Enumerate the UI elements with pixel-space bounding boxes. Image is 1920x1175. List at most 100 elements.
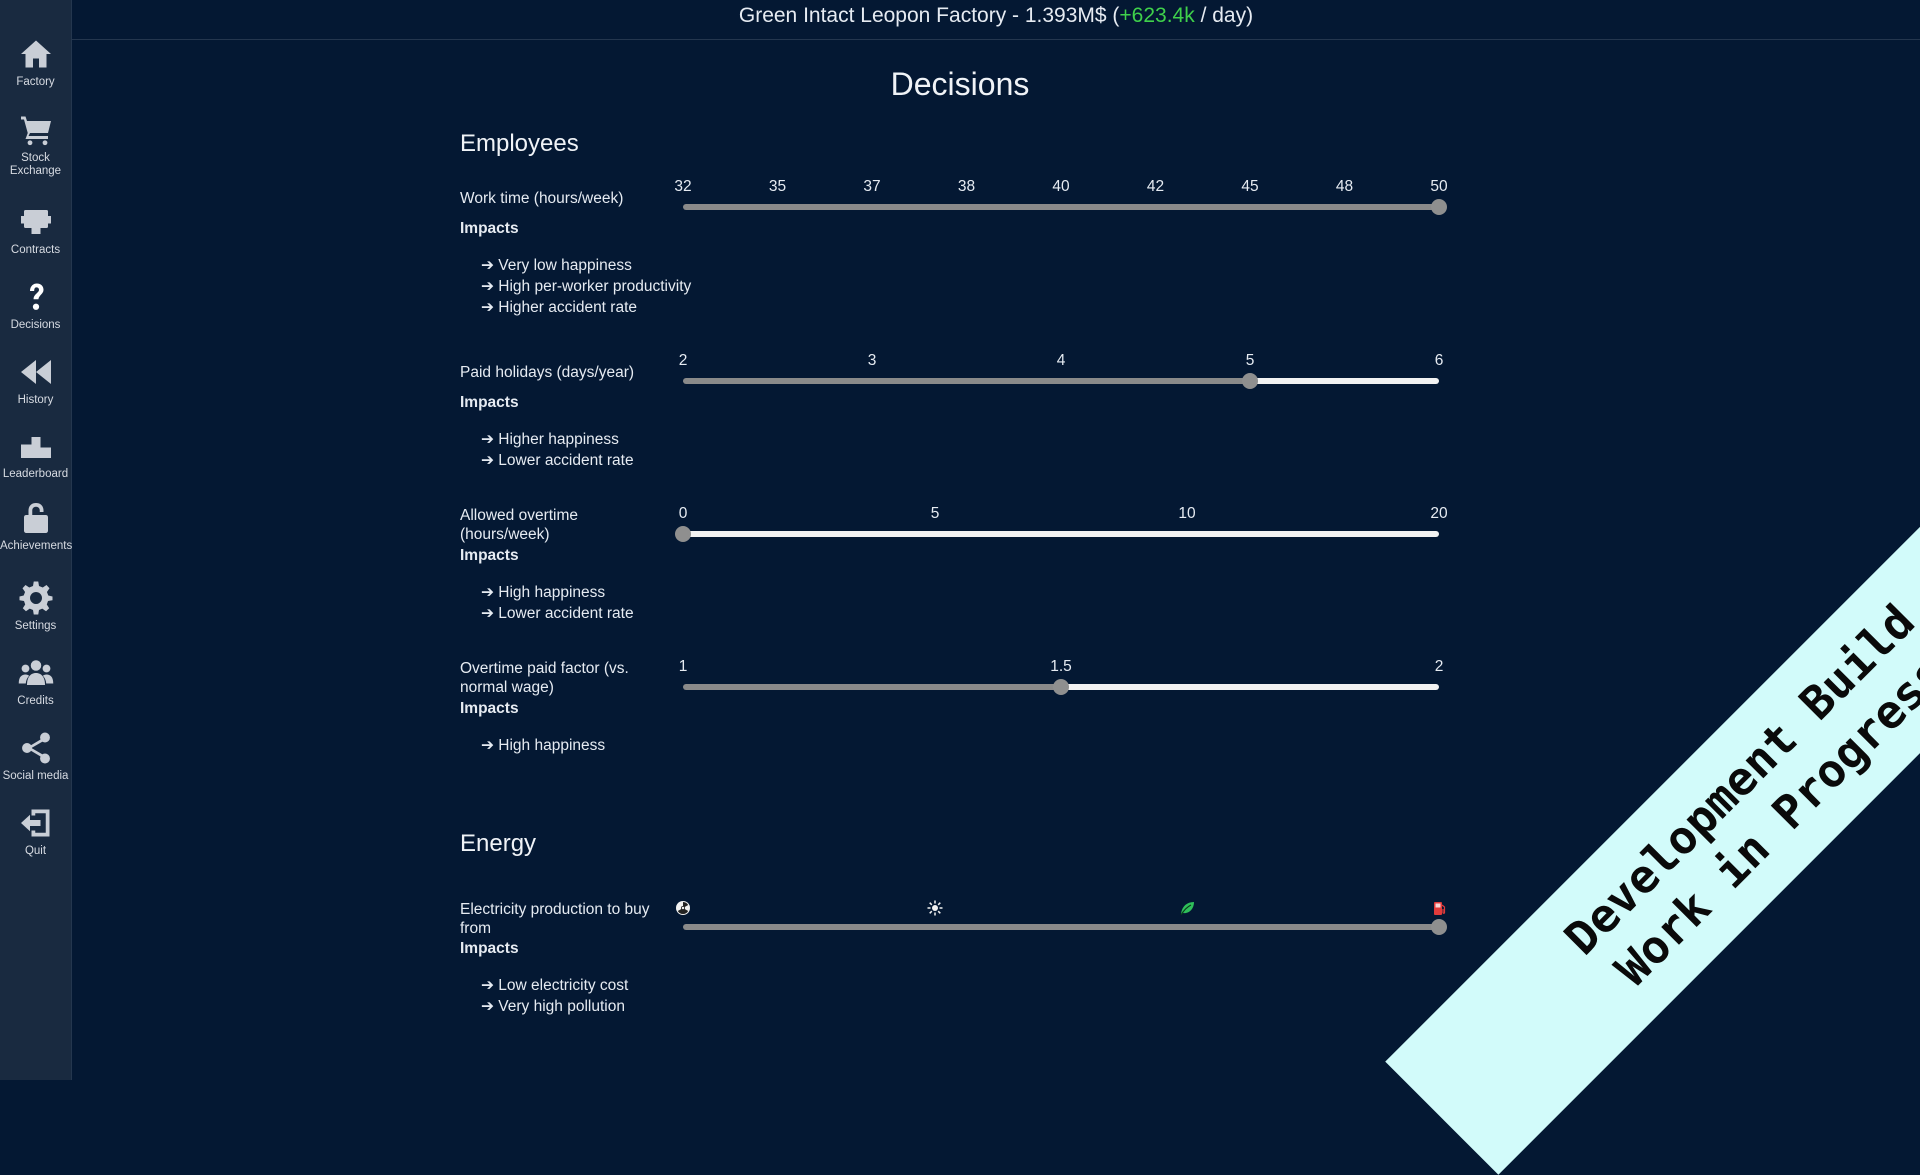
allowed-overtime-tick: 0 [678, 505, 688, 522]
sidebar-item-label: Credits [17, 695, 54, 707]
people-icon [18, 655, 54, 691]
sidebar-item-quit[interactable]: Quit [0, 805, 71, 858]
lock-icon [18, 500, 54, 536]
sidebar-item-settings[interactable]: Settings [0, 580, 71, 633]
slider-track-remaining [1250, 378, 1439, 384]
work-time-tick: 40 [1052, 178, 1070, 195]
gear-icon [18, 580, 54, 616]
sidebar-item-stock-exchange[interactable]: Stock Exchange [0, 112, 71, 178]
impact-item: ➔ Higher happiness [481, 431, 619, 448]
impact-item: ➔ Low electricity cost [481, 977, 629, 994]
overtime-factor-tick: 2 [1434, 658, 1444, 675]
overtime-factor-label: Overtime paid factor (vs. normal wage) [460, 660, 629, 696]
impact-item: ➔ Very low happiness [481, 257, 632, 274]
overtime-factor-slider[interactable] [683, 679, 1439, 695]
impacts-label: Impacts [460, 700, 519, 717]
work-time-tick: 32 [674, 178, 692, 195]
impact-item: ➔ Very high pollution [481, 998, 625, 1015]
slider-thumb[interactable] [1431, 199, 1447, 215]
leaf-icon [1180, 902, 1194, 916]
sun-icon [927, 900, 943, 916]
impact-item: ➔ Higher accident rate [481, 299, 638, 316]
allowed-overtime-tick: 10 [1178, 505, 1196, 522]
paid-holidays-tick: 3 [867, 352, 877, 369]
sidebar-item-decisions[interactable]: Decisions [0, 279, 71, 332]
exit-icon [18, 805, 54, 841]
electricity-source-label: Electricity production to buy from [460, 901, 650, 937]
work-time-tick: 38 [957, 178, 976, 195]
rewind-icon [18, 354, 54, 390]
share-icon [18, 730, 54, 766]
slider-track-filled [683, 924, 1439, 930]
slider-thumb[interactable] [1053, 679, 1069, 695]
paid-holidays-label: Paid holidays (days/year) [460, 364, 635, 381]
work-time-tick: 35 [768, 178, 787, 195]
page-title: Decisions [890, 66, 1030, 102]
electricity-source-slider[interactable] [683, 919, 1447, 935]
impact-item: ➔ High per-worker productivity [481, 278, 692, 295]
impact-item: ➔ Lower accident rate [481, 452, 634, 469]
sidebar-item-label: Achievements [0, 540, 73, 552]
sidebar-item-label: Stock Exchange [9, 152, 62, 177]
allowed-overtime-tick: 20 [1430, 505, 1448, 522]
slider-track-filled [683, 684, 1061, 690]
contracts-icon [18, 204, 54, 240]
sidebar-item-label: Factory [16, 76, 55, 88]
slider-thumb[interactable] [1242, 373, 1258, 389]
sidebar-item-label: Quit [24, 845, 47, 857]
impact-item: ➔ High happiness [481, 737, 606, 754]
overtime-factor-tick: 1.5 [1050, 658, 1072, 675]
allowed-overtime-slider[interactable] [675, 526, 1439, 542]
sidebar-item-leaderboard[interactable]: Leaderboard [0, 428, 71, 481]
sidebar-item-label: Contracts [10, 244, 61, 256]
sidebar: Factory Stock Exchange Contracts Decisio… [0, 0, 72, 1080]
sidebar-item-label: Leaderboard [2, 468, 69, 480]
paid-holidays-tick: 2 [678, 352, 688, 369]
sidebar-item-achievements[interactable]: Achievements [0, 500, 73, 553]
nuclear-icon [676, 901, 690, 915]
header-status: Green Intact Leopon Factory - 1.393M$ (+… [72, 0, 1920, 40]
section-title-energy: Energy [460, 830, 537, 857]
allowed-overtime-label: Allowed overtime (hours/week) [460, 507, 579, 543]
slider-thumb[interactable] [675, 526, 691, 542]
sidebar-item-factory[interactable]: Factory [0, 36, 71, 89]
slider-thumb[interactable] [1431, 919, 1447, 935]
fuel-icon [1434, 902, 1446, 915]
factory-summary: Green Intact Leopon Factory - 1.393M$ ( [738, 4, 1120, 27]
sidebar-item-history[interactable]: History [0, 354, 71, 407]
section-title-employees: Employees [460, 130, 579, 157]
paid-holidays-tick: 5 [1245, 352, 1255, 369]
impact-item: ➔ Lower accident rate [481, 605, 634, 622]
overtime-factor-tick: 1 [678, 658, 688, 675]
home-icon [18, 36, 54, 72]
allowed-overtime-tick: 5 [930, 505, 940, 522]
sidebar-item-social-media[interactable]: Social media [0, 730, 71, 783]
sidebar-item-label: Decisions [10, 319, 61, 331]
podium-icon [18, 428, 54, 464]
sidebar-item-label: History [17, 394, 54, 406]
work-time-tick: 48 [1335, 178, 1354, 195]
cart-icon [18, 112, 54, 148]
impact-item: ➔ High happiness [481, 584, 606, 601]
sidebar-item-contracts[interactable]: Contracts [0, 204, 71, 257]
work-time-tick: 45 [1241, 178, 1259, 195]
impacts-label: Impacts [460, 220, 519, 237]
paid-holidays-tick: 6 [1434, 352, 1444, 369]
sidebar-item-label: Settings [14, 620, 57, 632]
work-time-tick: 50 [1430, 178, 1448, 195]
gain-suffix: / day) [1194, 4, 1254, 27]
impacts-label: Impacts [460, 394, 519, 411]
slider-track-filled [683, 378, 1250, 384]
sidebar-item-credits[interactable]: Credits [0, 655, 71, 708]
slider-track-remaining [1061, 684, 1439, 690]
sidebar-item-label: Social media [2, 770, 69, 782]
paid-holidays-slider[interactable] [683, 373, 1439, 389]
slider-track-filled [683, 204, 1439, 210]
development-build-banner: Development Build Work in Progress [1385, 425, 1920, 1175]
daily-gain: +623.4k [1119, 4, 1195, 27]
work-time-tick: 37 [863, 178, 881, 195]
work-time-slider[interactable] [683, 199, 1447, 215]
work-time-tick: 42 [1146, 178, 1165, 195]
work-time-label: Work time (hours/week) [460, 190, 624, 207]
impacts-label: Impacts [460, 547, 519, 564]
